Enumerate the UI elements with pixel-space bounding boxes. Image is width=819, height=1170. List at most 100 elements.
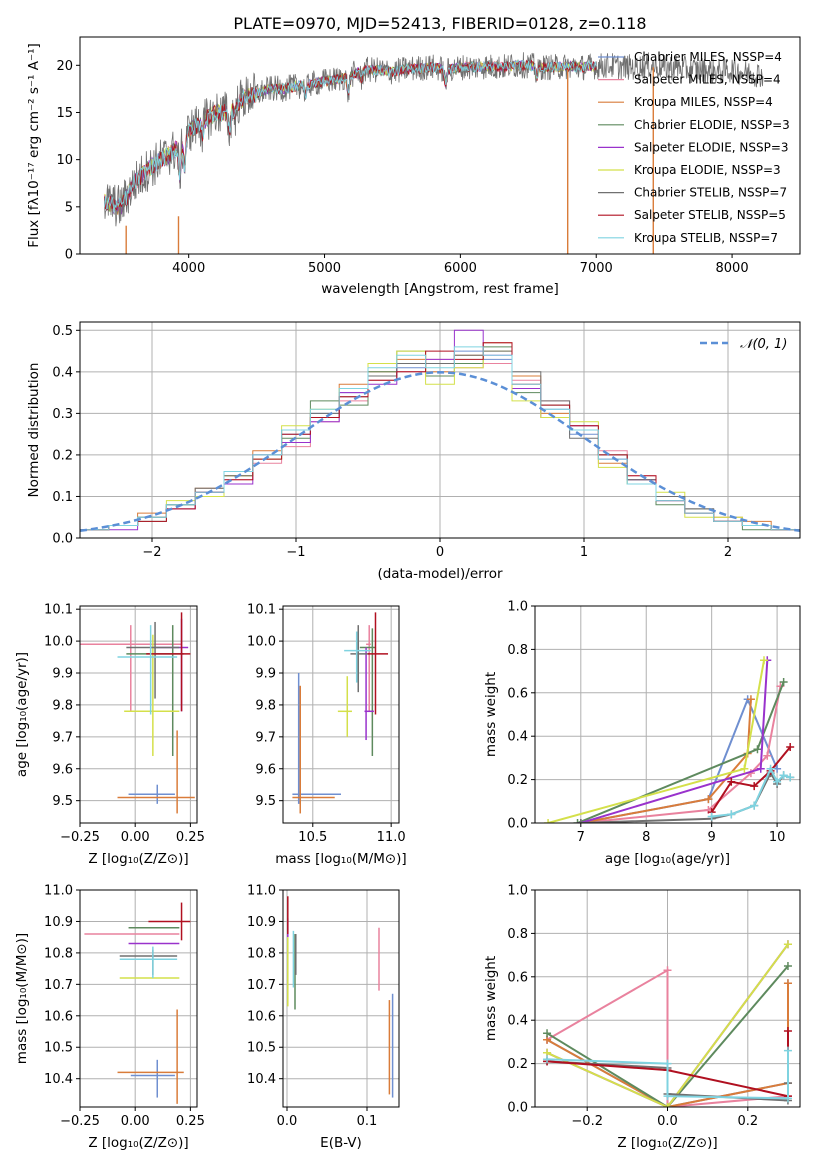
spectrum-ticks: 4000 5000 6000 7000 8000 0 5 10 15 20 bbox=[56, 59, 748, 276]
y-tick-label: 5 bbox=[65, 200, 73, 215]
weight-line bbox=[546, 943, 789, 1107]
x-tick-label: 0.0 bbox=[657, 1114, 678, 1129]
y-tick-label: 10 bbox=[56, 153, 73, 168]
y-tick-label: 10.5 bbox=[247, 1041, 276, 1056]
x-tick-label: 6000 bbox=[444, 261, 477, 276]
y-tick-label: 0.2 bbox=[507, 773, 528, 788]
legend-item: Chabrier MILES, NSSP=4 bbox=[598, 50, 782, 64]
weight-line bbox=[580, 660, 769, 823]
y-tick-label: 15 bbox=[56, 106, 73, 121]
mass-vs-Z-ticks: −0.25 0.00 0.25 10.4 10.5 10.6 10.7 10.8 10.9 11.… bbox=[44, 884, 205, 1130]
histogram-legend: 𝒩(0, 1) bbox=[700, 337, 787, 352]
y-tick-label: 0.1 bbox=[52, 490, 73, 505]
weight-marker bbox=[750, 782, 759, 791]
x-tick-label: −2 bbox=[142, 545, 161, 560]
x-tick-label: 1 bbox=[580, 545, 588, 560]
errorbar-chabrier_stelib bbox=[350, 625, 370, 693]
mass-weight-vs-Z-panel: −0.2 0.0 0.2 0.0 0.2 0.4 0.6 0.8 1.0 Z [log₁₀(Z/Z… bbox=[483, 884, 801, 1151]
age-vs-Z-plot-area bbox=[80, 612, 195, 814]
y-tick-label: 0.8 bbox=[507, 643, 528, 658]
weight-marker bbox=[783, 940, 792, 949]
weight-series-kroupa_stelib bbox=[707, 764, 795, 821]
residual-histogram-panel: −2 −1 0 1 2 0.0 0.1 0.2 0.3 0.4 0.5 (data-model)/er… bbox=[26, 321, 801, 582]
weight-line bbox=[580, 699, 752, 823]
mass-weight-vs-age-axes-frame bbox=[534, 605, 801, 824]
residual-histogram-axes-frame bbox=[79, 321, 801, 539]
weight-marker bbox=[663, 1059, 672, 1068]
y-tick-label: 10.1 bbox=[247, 603, 276, 618]
mass-vs-Z-x-axis-label: Z [log₁₀(Z/Z⊙)] bbox=[88, 1135, 188, 1151]
weight-series-kroupa_stelib bbox=[543, 1046, 792, 1103]
age-vs-Z-y-axis-label: age [log₁₀(age/yr)] bbox=[14, 652, 30, 777]
legend-label: Kroupa STELIB, NSSP=7 bbox=[634, 231, 778, 245]
x-tick-label: −0.25 bbox=[60, 1114, 100, 1129]
y-tick-label: 9.9 bbox=[255, 667, 276, 682]
spectrum-y-axis-label: Flux [fλ10⁻¹⁷ erg cm⁻² s⁻¹ A⁻¹] bbox=[26, 43, 42, 248]
residual-histogram-y-axis-label: Normed distribution bbox=[26, 363, 42, 498]
legend-label: Chabrier MILES, NSSP=4 bbox=[634, 50, 782, 64]
residual-histogram-grid bbox=[80, 322, 800, 539]
errorbar-salpeter_miles bbox=[80, 625, 182, 712]
spectrum-line-kroupa_stelib bbox=[104, 59, 597, 213]
legend-item: Kroupa MILES, NSSP=4 bbox=[598, 95, 773, 109]
weight-line bbox=[546, 965, 789, 1107]
y-tick-label: 0.3 bbox=[52, 407, 73, 422]
x-tick-label: 0.25 bbox=[176, 1114, 205, 1129]
y-tick-label: 1.0 bbox=[507, 600, 528, 615]
errorbar-kroupa_miles bbox=[117, 730, 195, 814]
weight-series-kroupa_elodie bbox=[544, 656, 769, 823]
mass-weight-vs-Z-plot-area bbox=[543, 940, 792, 1107]
mass-weight-vs-age-panel: 7 8 9 10 0.0 0.2 0.4 0.6 0.8 1.0 age [log₁₀(age/yr… bbox=[483, 600, 801, 867]
age-vs-Z-x-axis-label: Z [log₁₀(Z/Z⊙)] bbox=[88, 851, 188, 867]
legend-item: Kroupa STELIB, NSSP=7 bbox=[598, 231, 778, 245]
x-tick-label: 8 bbox=[642, 830, 650, 845]
weight-marker bbox=[766, 764, 775, 773]
legend-label: Salpeter STELIB, NSSP=5 bbox=[634, 208, 786, 222]
age-vs-mass-axes-frame bbox=[282, 605, 400, 824]
mass-vs-ebv-grid bbox=[283, 889, 399, 1107]
y-tick-label: 0 bbox=[65, 248, 73, 263]
errorbar-salpeter_stelib bbox=[148, 902, 191, 941]
weight-marker bbox=[773, 777, 782, 786]
mass-vs-Z-y-axis-label: mass [log₁₀(M/M⊙)] bbox=[14, 933, 30, 1064]
y-tick-label: 0.6 bbox=[507, 970, 528, 985]
weight-line bbox=[577, 681, 785, 823]
weight-marker bbox=[543, 1055, 552, 1064]
mass-vs-ebv-axes-frame bbox=[282, 889, 400, 1108]
errorbar-salpeter_miles bbox=[366, 625, 371, 712]
legend-label: Chabrier STELIB, NSSP=7 bbox=[634, 186, 787, 200]
age-vs-mass-plot-area bbox=[292, 612, 389, 814]
errorbar-salpeter_elodie bbox=[364, 647, 374, 741]
y-tick-label: 10.8 bbox=[44, 946, 73, 961]
histogram-step-kroupa_stelib bbox=[80, 346, 800, 538]
weight-marker bbox=[786, 773, 795, 782]
x-tick-label: 8000 bbox=[716, 261, 749, 276]
y-tick-label: 10.8 bbox=[247, 946, 276, 961]
errorbar-salpeter_stelib bbox=[367, 612, 389, 715]
x-tick-label: 2 bbox=[724, 545, 732, 560]
legend-label: Salpeter MILES, NSSP=4 bbox=[634, 73, 781, 87]
legend-item: Chabrier ELODIE, NSSP=3 bbox=[598, 118, 790, 132]
errorbar-kroupa_stelib bbox=[117, 625, 178, 715]
y-tick-label: 0.0 bbox=[507, 817, 528, 832]
weight-marker bbox=[779, 677, 788, 686]
mass-vs-ebv-plot-area bbox=[287, 896, 394, 1098]
x-tick-label: 9 bbox=[708, 830, 716, 845]
x-tick-label: −0.2 bbox=[571, 1114, 603, 1129]
spectrum-legend: Chabrier MILES, NSSP=4 Salpeter MILES, NS… bbox=[598, 50, 790, 245]
mass-weight-vs-Z-ticks: −0.2 0.0 0.2 0.0 0.2 0.4 0.6 0.8 1.0 bbox=[507, 884, 758, 1130]
legend-label: Kroupa MILES, NSSP=4 bbox=[634, 95, 773, 109]
residual-histogram-x-axis-label: (data-model)/error bbox=[377, 566, 503, 582]
errorbar-chabrier_stelib bbox=[119, 949, 178, 975]
legend-label: Kroupa ELODIE, NSSP=3 bbox=[634, 163, 781, 177]
weight-marker bbox=[543, 1029, 552, 1038]
mass-weight-vs-age-y-axis-label: mass weight bbox=[483, 672, 499, 757]
x-tick-label: 4000 bbox=[172, 261, 205, 276]
mass-vs-Z-grid bbox=[79, 889, 197, 1107]
age-vs-Z-panel: −0.25 0.00 0.25 9.5 9.6 9.7 9.8 9.9 10.0 10.1 Z [l… bbox=[14, 603, 205, 867]
x-tick-label: 10.5 bbox=[298, 830, 327, 845]
y-tick-label: 9.6 bbox=[52, 762, 73, 777]
y-tick-label: 0.6 bbox=[507, 686, 528, 701]
weight-marker bbox=[704, 795, 713, 804]
